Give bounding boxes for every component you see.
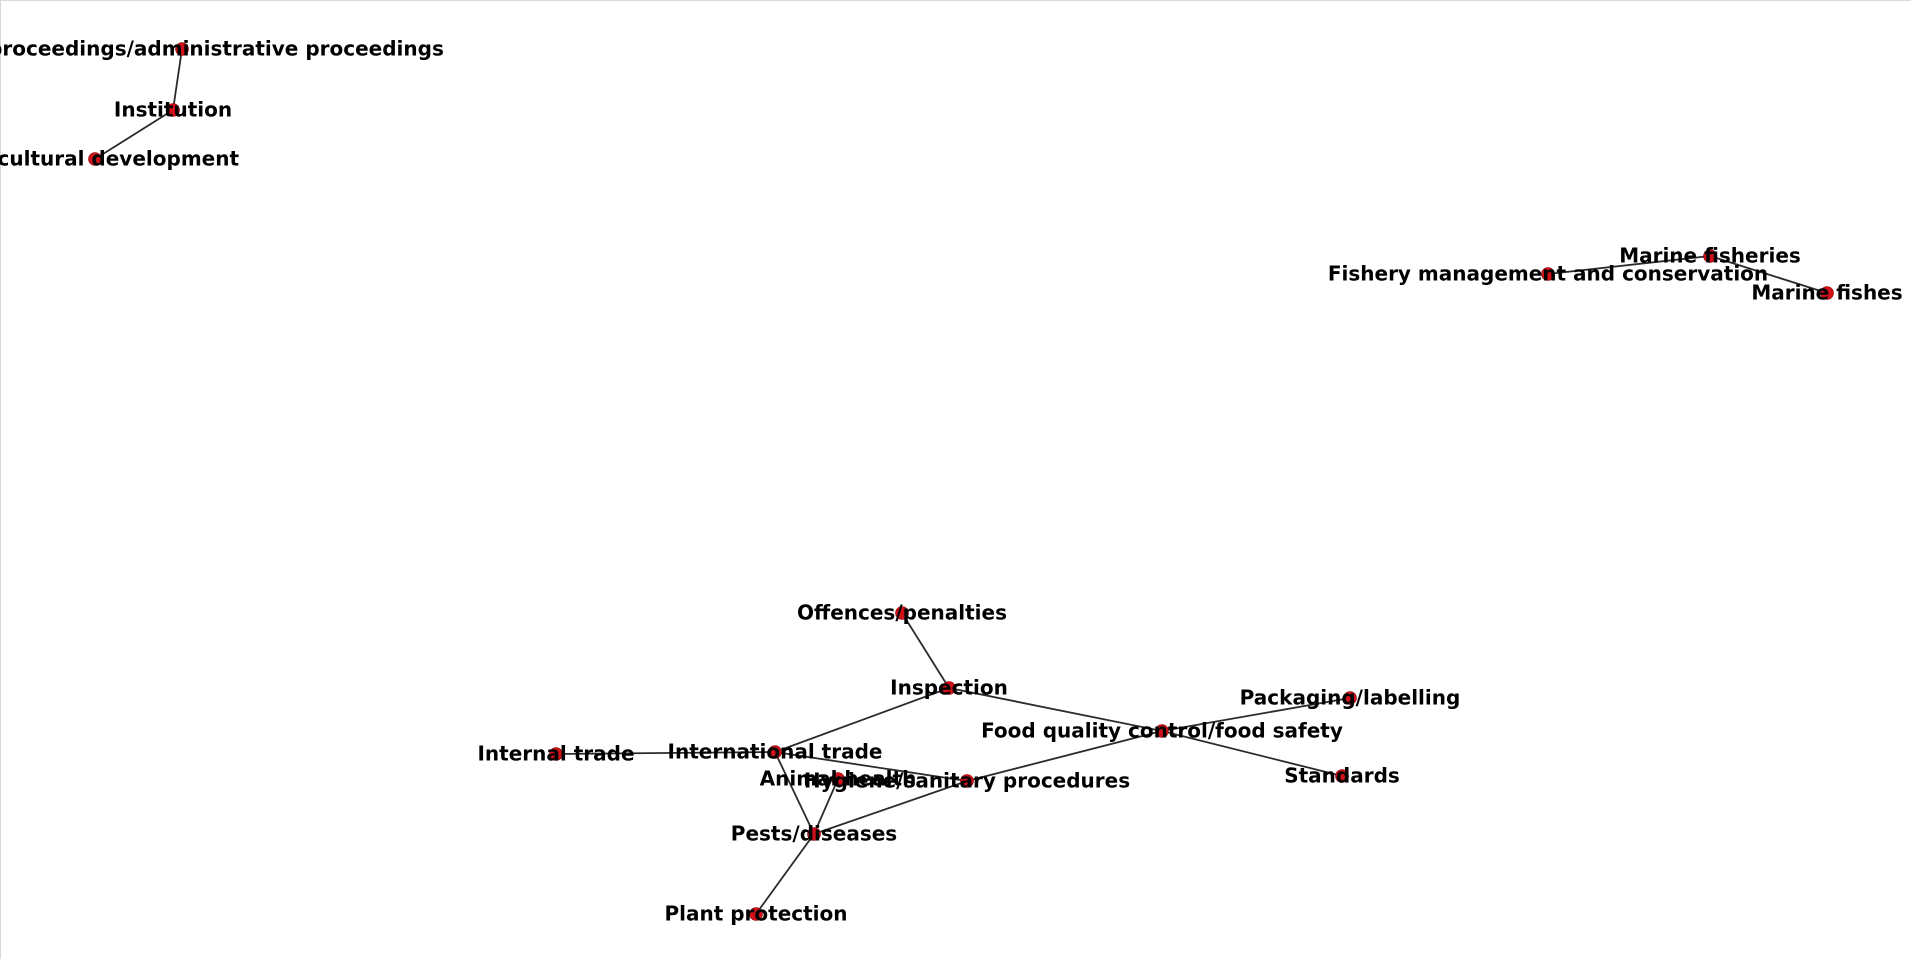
edge-international-trade-to-hygiene-sanitary bbox=[774, 751, 968, 782]
node-inspection bbox=[942, 681, 956, 695]
node-label-agricultural-development: Agricultural development bbox=[0, 147, 239, 171]
node-animal-health bbox=[831, 772, 845, 786]
edge-inspection-to-food-quality bbox=[948, 687, 1163, 732]
edge-food-quality-to-standards bbox=[1161, 730, 1343, 777]
nodes-layer bbox=[88, 42, 1834, 921]
node-offences-penalties bbox=[895, 606, 909, 620]
edges-layer bbox=[94, 48, 1828, 915]
node-international-trade bbox=[768, 745, 782, 759]
node-label-fishery-management: Fishery management and conservation bbox=[1328, 262, 1768, 286]
node-internal-trade bbox=[549, 747, 563, 761]
node-label-legal-proceedings: Legal proceedings/administrative proceed… bbox=[0, 37, 444, 61]
edge-animal-health-to-pests-diseases bbox=[813, 778, 839, 835]
edge-internal-trade-to-international-trade bbox=[555, 751, 776, 755]
node-label-food-quality: Food quality control/food safety bbox=[981, 719, 1343, 743]
labels-layer: Legal proceedings/administrative proceed… bbox=[0, 37, 1903, 926]
edge-food-quality-to-hygiene-sanitary bbox=[966, 730, 1163, 782]
node-agricultural-development bbox=[88, 152, 102, 166]
edge-fishery-management-to-marine-fisheries bbox=[1547, 255, 1711, 275]
node-label-marine-fishes: Marine fishes bbox=[1751, 281, 1902, 305]
edge-hygiene-sanitary-to-pests-diseases bbox=[813, 780, 968, 835]
node-label-institution: Institution bbox=[114, 98, 232, 122]
node-standards bbox=[1335, 769, 1349, 783]
node-fishery-management bbox=[1541, 267, 1555, 281]
node-label-plant-protection: Plant protection bbox=[664, 902, 847, 926]
node-pests-diseases bbox=[807, 827, 821, 841]
node-marine-fishes bbox=[1820, 286, 1834, 300]
node-label-inspection: Inspection bbox=[890, 676, 1008, 700]
edge-marine-fisheries-to-marine-fishes bbox=[1709, 255, 1828, 294]
edge-inspection-to-international-trade bbox=[774, 687, 950, 753]
node-label-animal-health: Animal health bbox=[760, 767, 917, 791]
edge-food-quality-to-packaging-labelling bbox=[1161, 697, 1351, 732]
edge-offences-penalties-to-inspection bbox=[901, 612, 950, 689]
node-marine-fisheries bbox=[1703, 249, 1717, 263]
node-label-standards: Standards bbox=[1284, 764, 1400, 788]
node-label-international-trade: International trade bbox=[668, 740, 883, 764]
node-packaging-labelling bbox=[1343, 691, 1357, 705]
node-label-internal-trade: Internal trade bbox=[477, 742, 634, 766]
node-label-hygiene-sanitary: Hygiene/sanitary procedures bbox=[804, 769, 1130, 793]
edge-pests-diseases-to-plant-protection bbox=[755, 833, 815, 915]
node-legal-proceedings bbox=[175, 42, 189, 56]
node-institution bbox=[166, 103, 180, 117]
edge-legal-proceedings-to-institution bbox=[172, 48, 183, 111]
node-plant-protection bbox=[749, 907, 763, 921]
edge-institution-to-agricultural-development bbox=[94, 109, 174, 160]
node-label-marine-fisheries: Marine fisheries bbox=[1619, 244, 1801, 268]
node-label-packaging-labelling: Packaging/labelling bbox=[1240, 686, 1461, 710]
node-label-pests-diseases: Pests/diseases bbox=[731, 822, 897, 846]
node-food-quality bbox=[1155, 724, 1169, 738]
node-hygiene-sanitary bbox=[960, 774, 974, 788]
edge-international-trade-to-pests-diseases bbox=[774, 751, 815, 835]
node-label-offences-penalties: Offences/penalties bbox=[797, 601, 1007, 625]
